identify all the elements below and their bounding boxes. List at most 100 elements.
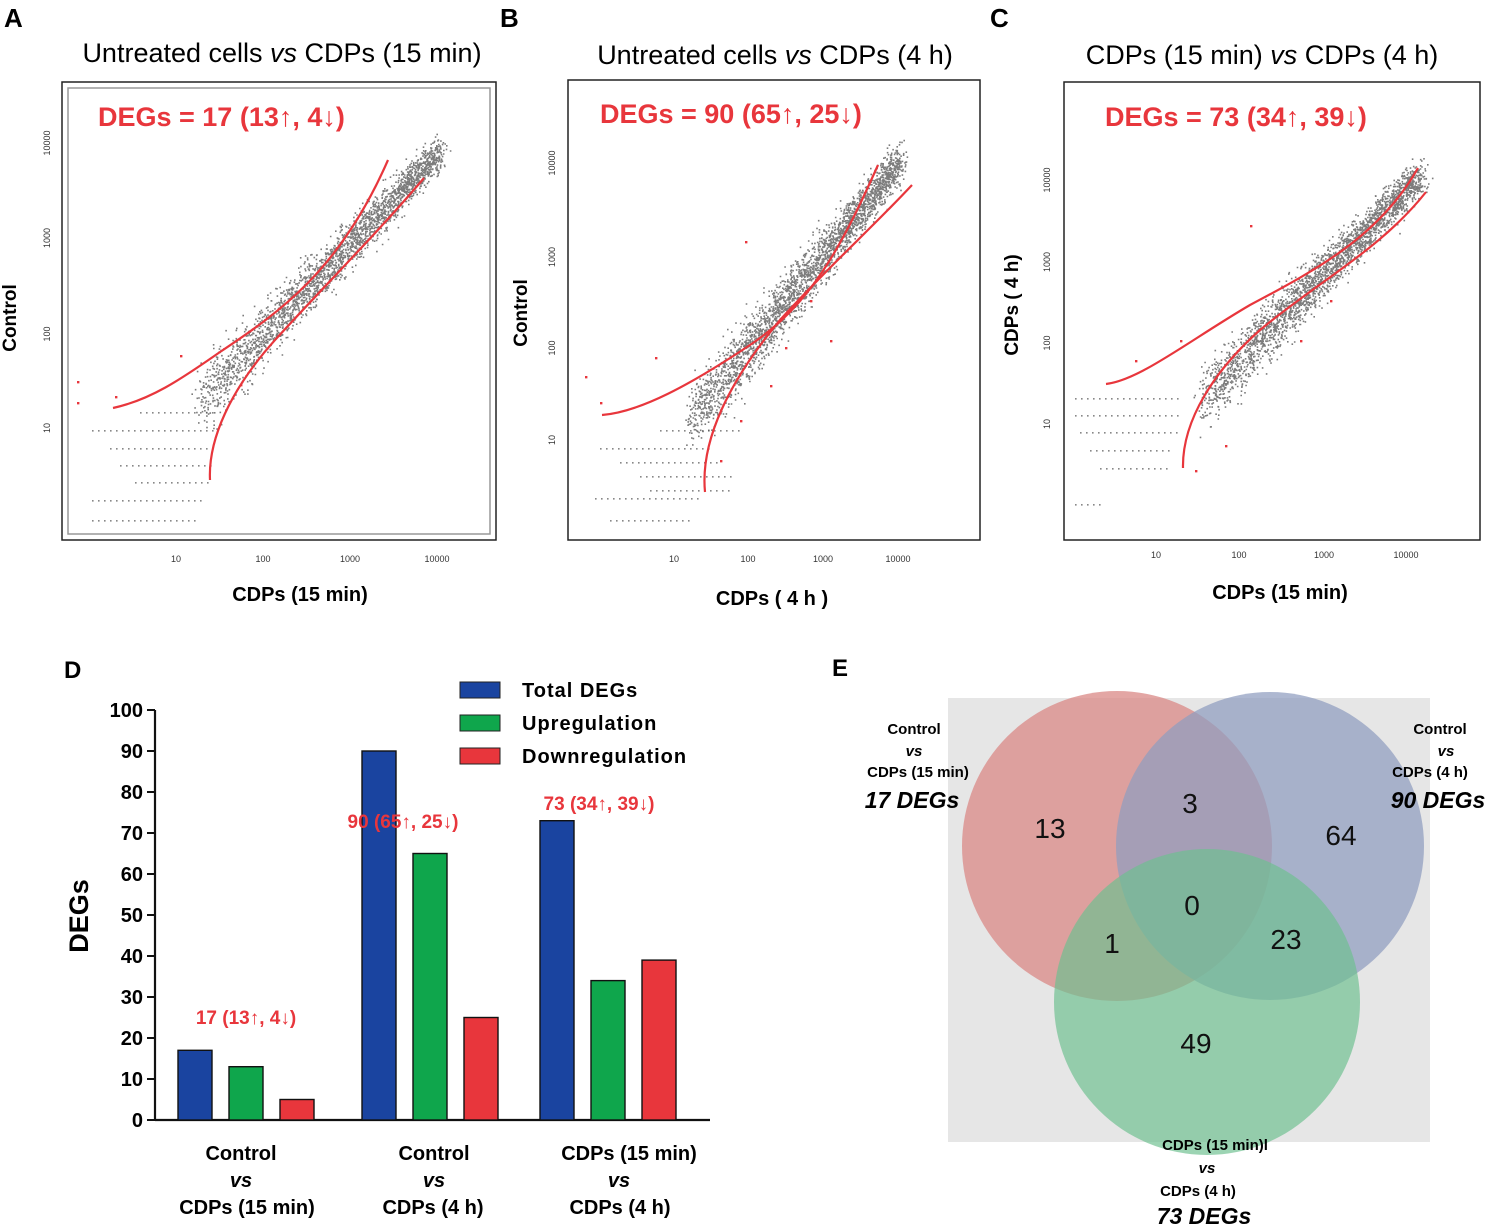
venn-count-only-b: 64: [1325, 820, 1356, 851]
y-ticks-a: 10 100 1000 10000: [42, 130, 52, 433]
x-tick-b: 100: [740, 554, 755, 564]
scatter-gene-points: [191, 133, 452, 430]
bar-annotation-3: 73 (34↑, 39↓): [544, 794, 655, 815]
venn-set-b-line3: CDPs (4 h): [1392, 764, 1468, 781]
bar-total-degs: [539, 820, 575, 1121]
x-ticks-a: 10 100 1000 10000: [171, 554, 450, 564]
lower-threshold-curve-a: [208, 177, 425, 481]
upper-threshold-curve-c: [1105, 167, 1419, 386]
x-axis-label-b: CDPs ( 4 h ): [716, 588, 828, 610]
venn-set-c-line3: CDPs (4 h): [1160, 1183, 1236, 1200]
y-tick-b: 100: [547, 340, 557, 355]
x-axis-label-c: CDPs (15 min): [1212, 582, 1348, 604]
deg-label-b: DEGs = 90 (65↑, 25↓): [600, 99, 862, 129]
y-tick-b: 1000: [547, 247, 557, 267]
x-tick-c: 10: [1151, 550, 1161, 560]
x-tick-c: 10000: [1393, 550, 1418, 560]
bar-y-tick-label: 60: [121, 864, 143, 886]
bar-y-tick-label: 70: [121, 823, 143, 845]
scatter-panel-a: A Untreated cells vs CDPs (15 min) DEGs …: [0, 3, 497, 606]
x-ticks-c: 10 100 1000 10000: [1151, 550, 1419, 560]
scatter-points-c: [1075, 158, 1434, 506]
y-ticks-b: 10 100 1000 10000: [547, 150, 557, 445]
panel-b-title: Untreated cells vs CDPs (4 h): [597, 40, 953, 70]
legend-label-total: Total DEGs: [522, 680, 638, 702]
y-tick-c: 10000: [1042, 167, 1052, 192]
y-tick-b: 10000: [547, 150, 557, 175]
bar-y-tick-label: 30: [121, 987, 143, 1009]
bar-total-degs: [177, 1049, 213, 1121]
bar-total-degs: [361, 750, 397, 1121]
x-tick-b: 10000: [885, 554, 910, 564]
y-ticks-c: 10 100 1000 10000: [1042, 167, 1052, 429]
x-tick-c: 100: [1231, 550, 1246, 560]
y-tick-a: 10000: [42, 130, 52, 155]
y-tick-a: 100: [42, 326, 52, 341]
bar-category-labels: Control vs CDPs (15 min) Control vs CDPs…: [179, 1143, 697, 1219]
venn-count-a-c: 1: [1104, 928, 1120, 959]
venn-set-label-c: CDPs (15 min)l vs CDPs (4 h) 73 DEGs: [1157, 1137, 1268, 1228]
x-tick-c: 1000: [1314, 550, 1334, 560]
panel-letter-c: C: [990, 3, 1009, 33]
bar-annotation-2: 90 (65↑, 25↓): [348, 812, 459, 833]
y-tick-c: 1000: [1042, 252, 1052, 272]
x-tick-a: 10: [171, 554, 181, 564]
category-1-line3: CDPs (15 min): [179, 1197, 315, 1219]
scatter-low-count-points: [595, 430, 740, 522]
y-tick-a: 1000: [42, 228, 52, 248]
scatter-panel-c: C CDPs (15 min) vs CDPs (4 h) DEGs = 73 …: [990, 3, 1481, 604]
scatter-points-b: [585, 139, 909, 522]
y-tick-c: 10: [1042, 419, 1052, 429]
venn-set-a-line1: Control: [887, 721, 940, 738]
bar-downregulation: [279, 1098, 315, 1121]
bar-y-tick-label: 0: [132, 1110, 143, 1132]
plot-inner-frame-a: [67, 87, 491, 535]
venn-set-a-line3: CDPs (15 min): [867, 764, 969, 781]
bar-legend: Total DEGs Upregulation Downregulation: [459, 680, 686, 768]
venn-count-a-b-c: 0: [1184, 890, 1200, 921]
legend-swatch-down: [459, 747, 501, 765]
category-3-line2: vs: [608, 1170, 630, 1192]
venn-set-b-count: 90 DEGs: [1391, 787, 1486, 813]
bar-downregulation: [641, 959, 677, 1121]
panel-letter-e: E: [832, 655, 848, 682]
deg-label-c: DEGs = 73 (34↑, 39↓): [1105, 102, 1367, 132]
bar-y-tick-label: 90: [121, 741, 143, 763]
y-axis-label-a: Control: [0, 284, 21, 352]
scatter-gene-points: [1193, 158, 1434, 439]
panel-letter-d: D: [64, 657, 81, 684]
venn-set-a-count: 17 DEGs: [865, 787, 960, 813]
venn-count-only-c: 49: [1180, 1028, 1211, 1059]
x-tick-a: 1000: [340, 554, 360, 564]
panel-letter-b: B: [500, 3, 519, 33]
bar-y-axis-label: DEGs: [64, 879, 94, 953]
upper-threshold-curve-a: [112, 159, 390, 410]
venn-set-c-line2: vs: [1199, 1160, 1216, 1177]
bar-y-tick-label: 10: [121, 1069, 143, 1091]
x-axis-label-a: CDPs (15 min): [232, 584, 368, 606]
category-3-line1: CDPs (15 min): [561, 1143, 697, 1165]
category-2-line3: CDPs (4 h): [382, 1197, 483, 1219]
bar-y-tick-label: 80: [121, 782, 143, 804]
category-2-line2: vs: [423, 1170, 445, 1192]
venn-region-counts: 13 3 64 0 1 23 49: [1034, 788, 1356, 1059]
plot-frame-c: [1063, 81, 1481, 541]
lower-threshold-curve-c: [1181, 191, 1427, 469]
bar-chart-panel-d: D DEGs 0 10 20 30 40 50 60 70 80 90 100 Total DEGs…: [64, 657, 710, 1219]
bar-downregulation: [463, 1016, 499, 1121]
bar-marks: [177, 750, 677, 1121]
venn-set-c-line1: CDPs (15 min)l: [1162, 1137, 1268, 1154]
x-tick-b: 1000: [813, 554, 833, 564]
venn-set-b-line1: Control: [1413, 721, 1466, 738]
scatter-points-a: [77, 133, 452, 522]
y-axis-label-b: Control: [511, 279, 532, 347]
venn-count-b-c: 23: [1270, 924, 1301, 955]
bar-annotation-1: 17 (13↑, 4↓): [196, 1008, 296, 1029]
category-2-line1: Control: [398, 1143, 469, 1165]
x-tick-a: 10000: [424, 554, 449, 564]
x-ticks-b: 10 100 1000 10000: [669, 554, 911, 564]
y-tick-a: 10: [42, 423, 52, 433]
venn-circle-15min-4h: [1054, 849, 1360, 1155]
venn-count-a-b: 3: [1182, 788, 1198, 819]
